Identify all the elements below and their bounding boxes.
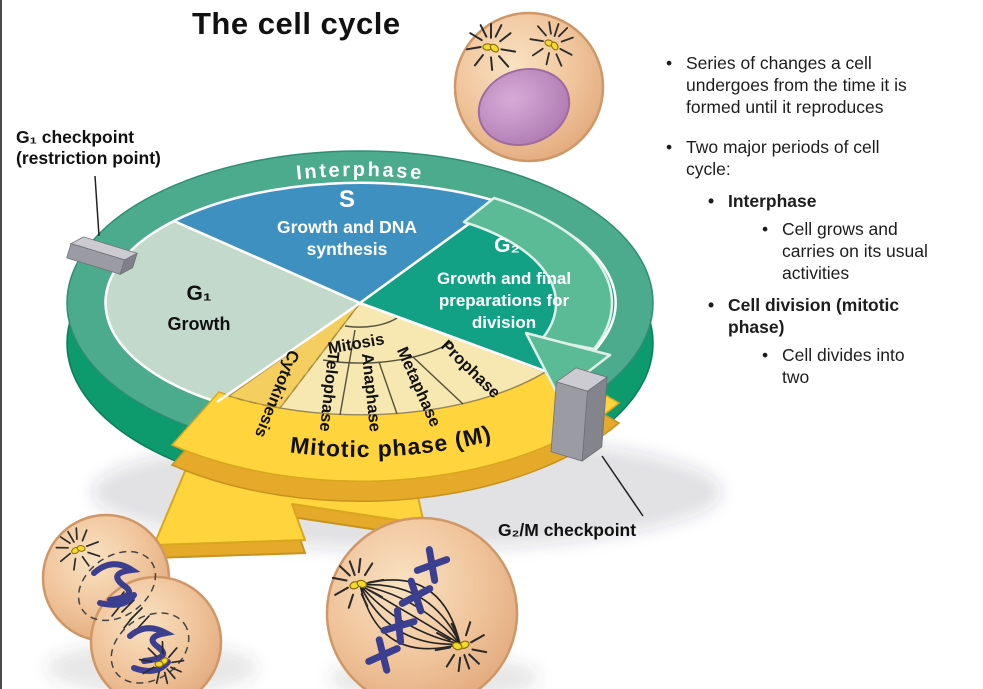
s-phase-desc-2: synthesis [307, 239, 388, 259]
bullet-icon: • [762, 345, 769, 365]
m-g2-boundary [359, 301, 562, 379]
dividing-cells-illustration [41, 513, 223, 689]
g1-section [104, 219, 362, 404]
g1-checkpoint-marker [66, 236, 139, 276]
bullet-text: Cell grows and carries on its usual acti… [782, 219, 928, 283]
bullet-item: • Cell grows and carries on its usual ac… [762, 218, 978, 284]
s-phase-name: S [339, 186, 355, 213]
bullet-text: Series of changes a cell undergoes from … [686, 53, 907, 117]
cytokinesis-dashed-border [228, 302, 361, 409]
s-section [172, 181, 501, 305]
bullet-icon: • [708, 295, 715, 315]
g1-checkpoint-pointer [94, 175, 100, 237]
m-g1-boundary [216, 301, 361, 404]
bullet-icon: • [666, 53, 673, 73]
bullet-text: Cell division (mitotic phase) [728, 295, 900, 337]
mitosis-wedge [278, 302, 547, 416]
g1-checkpoint-line2: (restriction point) [16, 148, 161, 168]
metaphase-cell-illustration [325, 516, 519, 689]
g2-phase-desc-3: division [472, 313, 536, 332]
bullet-text: Two major periods of cell cycle: [686, 137, 880, 179]
g1-checkpoint-line1: G₁ checkpoint [16, 127, 135, 147]
interphase-ring-label: Interphase [295, 159, 425, 184]
bullet-item: • Series of changes a cell undergoes fro… [666, 52, 978, 118]
g2-phase-name: G₂ [494, 234, 520, 257]
g1-phase-name: G₁ [186, 282, 211, 305]
notes-panel: • Series of changes a cell undergoes fro… [666, 52, 978, 398]
bullet-item: • Cell divides into two [762, 344, 978, 388]
page-title: The cell cycle [192, 6, 401, 41]
g2m-checkpoint-label: G₂/M checkpoint [498, 520, 637, 540]
bullet-text: Cell divides into two [782, 345, 905, 387]
bullet-text: Interphase [728, 191, 817, 211]
bullet-icon: • [666, 137, 673, 157]
bullet-item: • Two major periods of cell cycle: [666, 136, 978, 180]
g2m-checkpoint-pointer [601, 455, 644, 517]
bullet-icon: • [708, 191, 715, 211]
g2-phase-desc-2: preparations for [439, 291, 570, 310]
wedge-divider-lines [322, 317, 464, 416]
bullet-item-interphase: • Interphase [708, 190, 978, 212]
s-phase-desc-1: Growth and DNA [277, 217, 417, 237]
bullet-icon: • [762, 219, 769, 239]
g2-phase-desc-1: Growth and final [437, 269, 571, 288]
g1-checkpoint-label: G₁ checkpoint (restriction point) [16, 127, 161, 169]
g1-phase-desc: Growth [168, 314, 231, 334]
bullet-item-cell-division: • Cell division (mitotic phase) [708, 294, 978, 338]
interphase-cell-illustration [453, 11, 605, 163]
g2m-checkpoint-marker [550, 367, 608, 462]
